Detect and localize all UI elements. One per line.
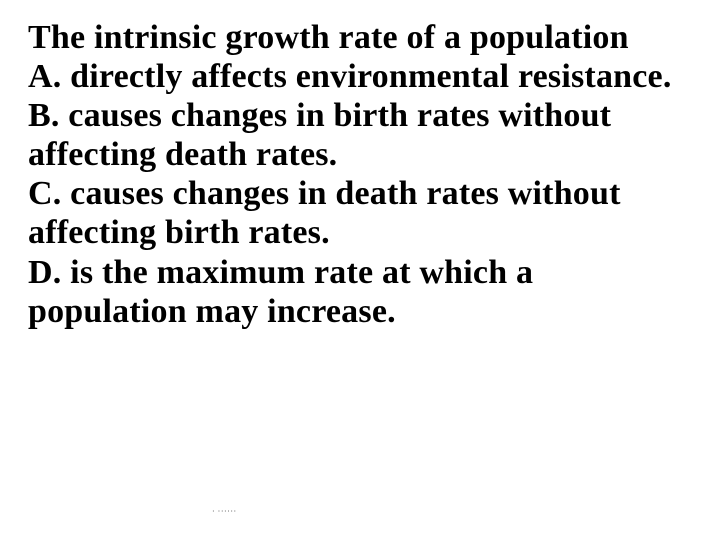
choice-d-label: D. xyxy=(28,254,61,291)
question-block: The intrinsic growth rate of a populatio… xyxy=(28,18,692,331)
choice-d: D. is the maximum rate at which a popula… xyxy=(28,253,692,331)
slide: The intrinsic growth rate of a populatio… xyxy=(0,0,720,540)
choice-c: C. causes changes in death rates without… xyxy=(28,174,692,252)
choice-d-text: is the maximum rate at which a populatio… xyxy=(28,254,533,330)
choice-a-label: A. xyxy=(28,58,61,95)
choice-c-label: C. xyxy=(28,175,61,212)
choice-a: A. directly affects environmental resist… xyxy=(28,57,692,96)
footer-mark: · ······ xyxy=(212,507,237,516)
question-stem: The intrinsic growth rate of a populatio… xyxy=(28,18,692,57)
choice-b-text: causes changes in birth rates without af… xyxy=(28,97,611,173)
choice-b-label: B. xyxy=(28,97,60,134)
choice-a-text: directly affects environmental resistanc… xyxy=(70,58,671,95)
choice-b: B. causes changes in birth rates without… xyxy=(28,96,692,174)
choice-c-text: causes changes in death rates without af… xyxy=(28,175,621,251)
